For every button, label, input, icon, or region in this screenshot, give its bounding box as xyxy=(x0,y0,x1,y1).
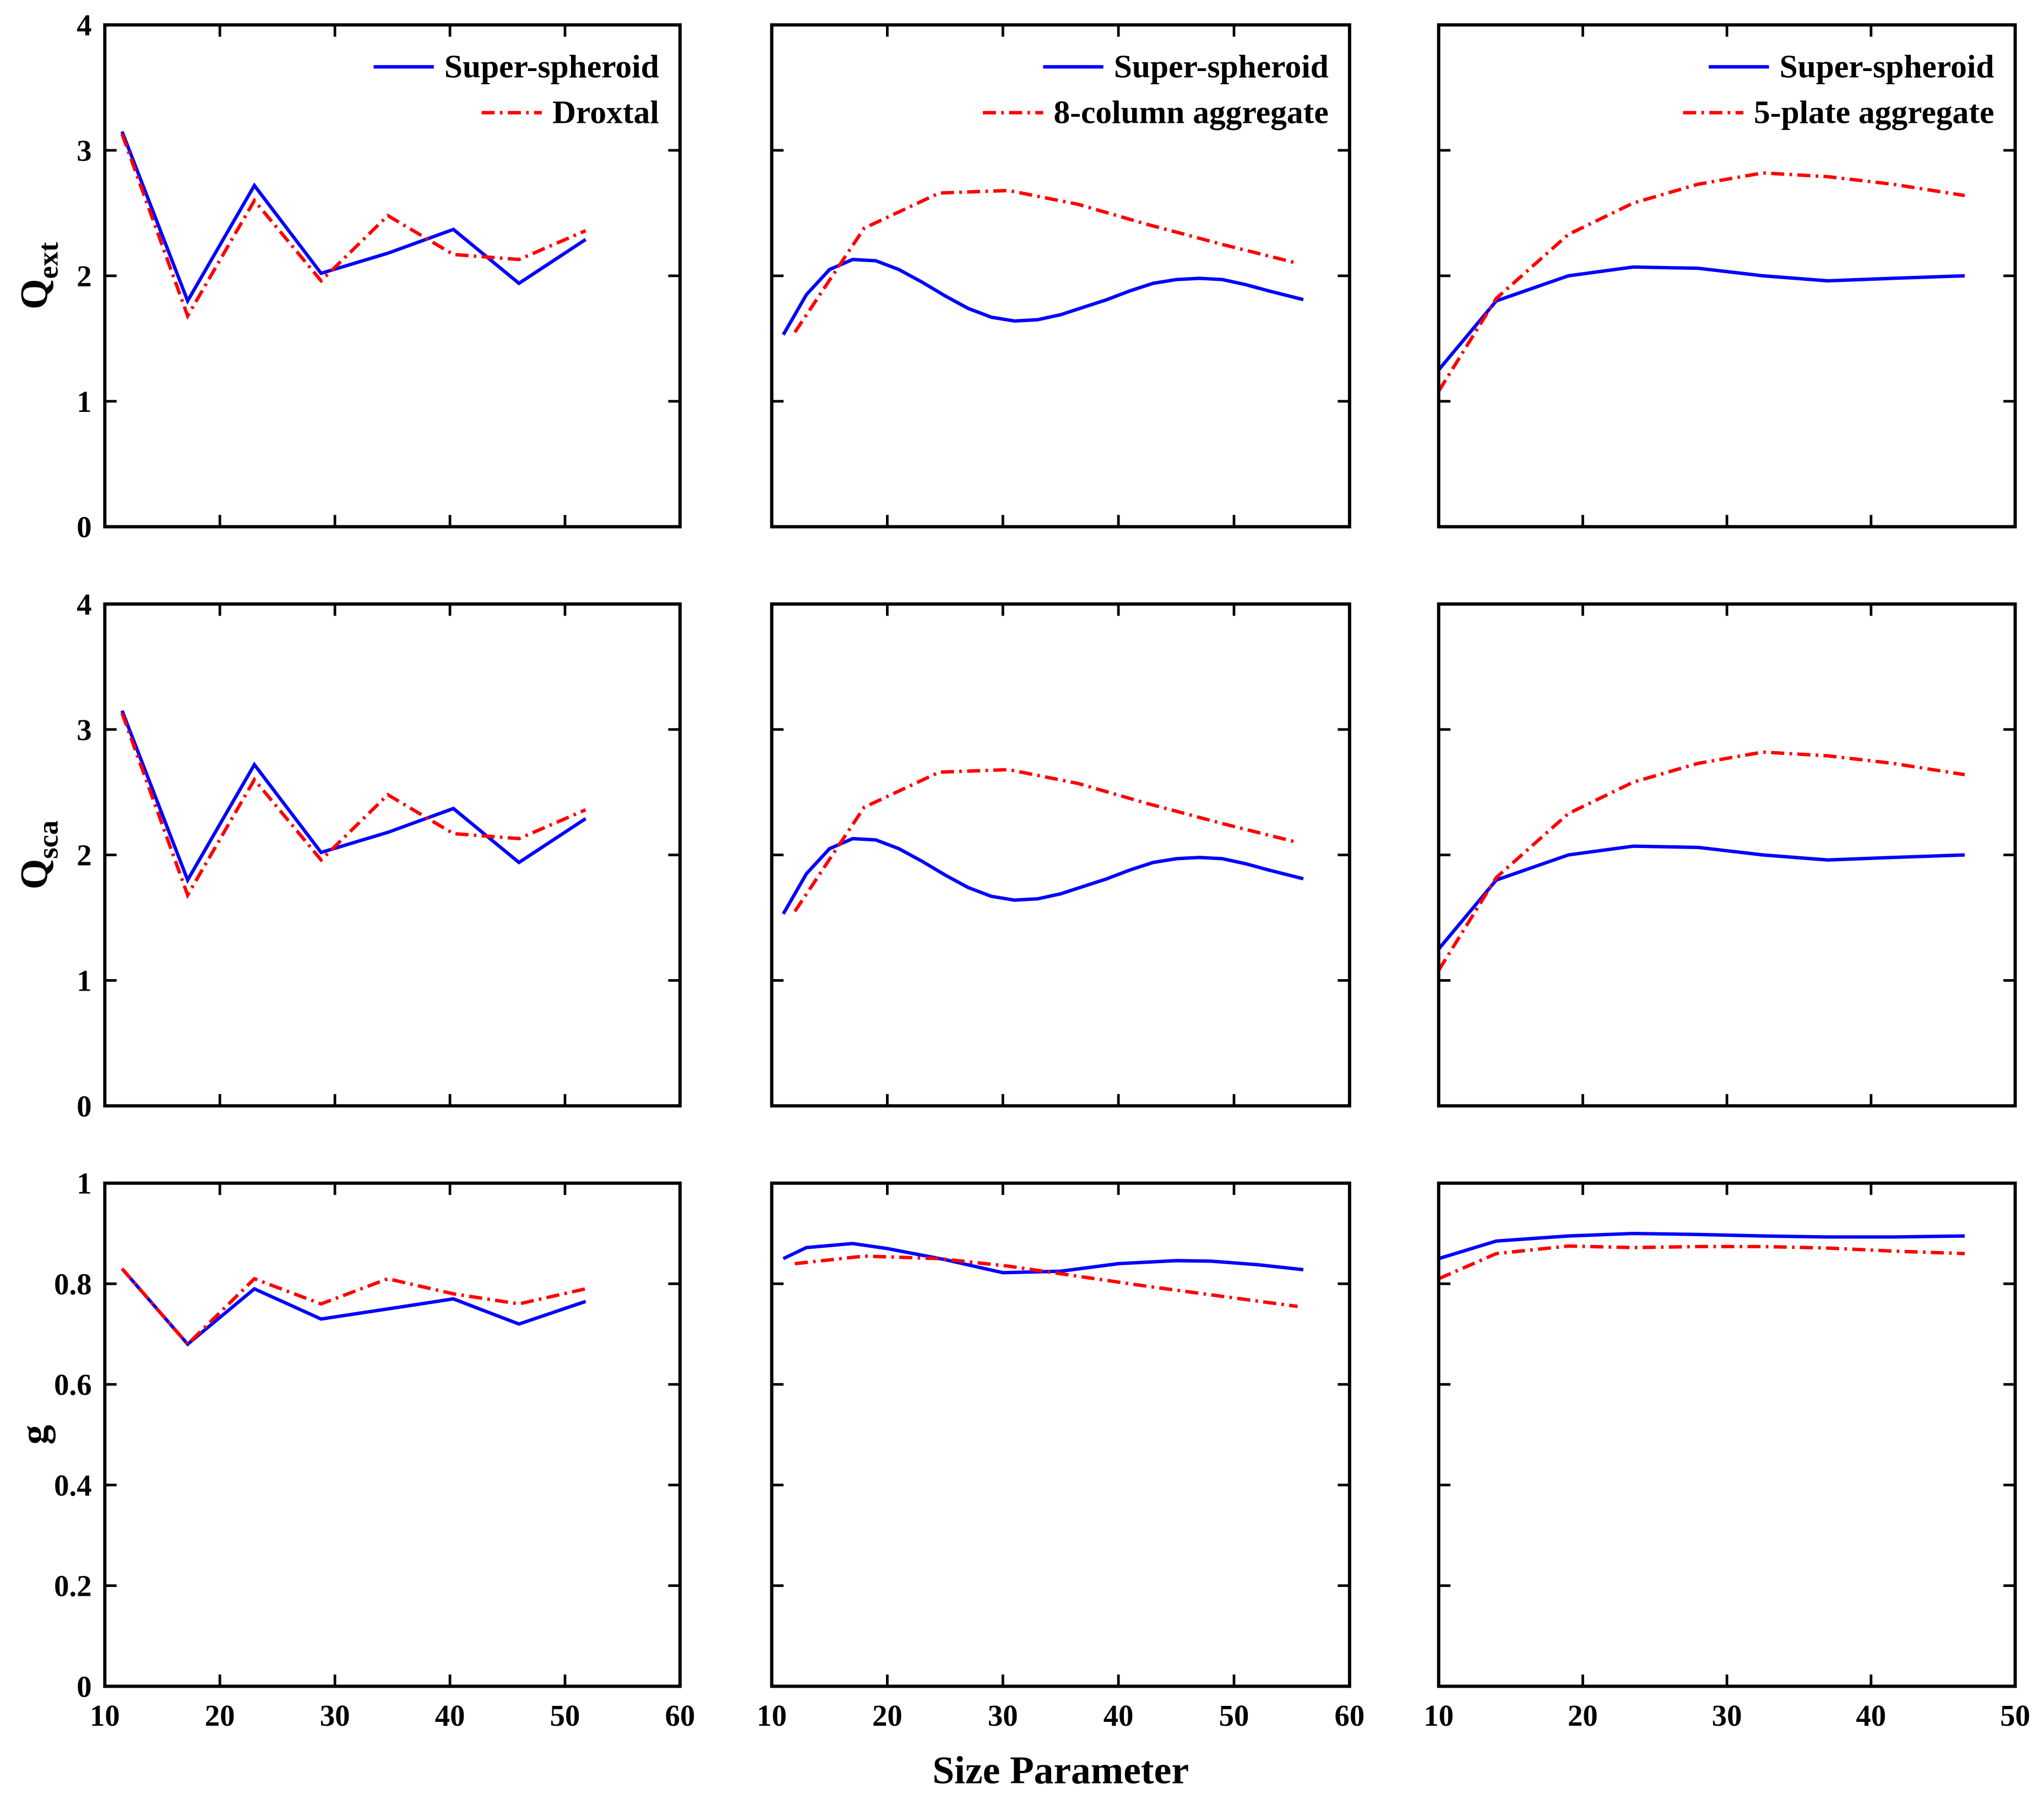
x-tick-label: 50 xyxy=(550,1699,580,1732)
series-line xyxy=(1437,844,1965,950)
x-tick-label: 10 xyxy=(90,1699,120,1732)
panel: 0 1 2 3 4 Super-spheroid Droxtal Qext xyxy=(13,8,682,544)
y-tick-label: 1 xyxy=(77,964,91,997)
x-axis-label: Size Parameter xyxy=(932,1748,1189,1792)
axes-frame xyxy=(770,23,1351,529)
axes-frame xyxy=(1437,602,2017,1108)
y-axis-label: g xyxy=(13,1425,56,1445)
y-tick-label: 0 xyxy=(77,1089,91,1123)
series-line xyxy=(120,710,587,884)
series-line xyxy=(1438,1244,1965,1281)
y-tick-label: 0.4 xyxy=(54,1469,91,1502)
y-tick-label: 0 xyxy=(77,510,91,544)
x-tick-label: 50 xyxy=(1219,1699,1249,1732)
series-line xyxy=(782,1242,1304,1275)
series-line xyxy=(1437,171,1965,393)
series-line xyxy=(781,836,1304,915)
axes-frame xyxy=(1437,23,2017,529)
y-tick-label: 2 xyxy=(77,839,91,872)
x-tick-label: 30 xyxy=(988,1699,1018,1732)
y-axis-label-sub: sca xyxy=(32,820,64,859)
panel: Super-spheroid 8-column aggregate xyxy=(770,23,1351,529)
y-tick-label: 0.6 xyxy=(54,1368,91,1401)
legend-label: 5-plate aggregate xyxy=(1754,94,1994,131)
x-tick-label: 60 xyxy=(665,1699,695,1732)
panel: 0 0.2 0.4 0.6 0.8 1 10 20 30 40 50 60 g xyxy=(13,1167,695,1732)
x-tick-label: 40 xyxy=(435,1699,465,1732)
y-axis-label-main: Q xyxy=(13,279,56,310)
y-tick-label: 1 xyxy=(77,1167,91,1200)
y-tick-label: 1 xyxy=(77,385,91,418)
x-tick-label: 20 xyxy=(1568,1699,1598,1732)
y-axis-label: Qsca xyxy=(13,820,64,889)
y-axis-label-main: Q xyxy=(13,859,56,890)
x-tick-label: 20 xyxy=(205,1699,235,1732)
x-tick-label: 60 xyxy=(1335,1699,1365,1732)
panel: Super-spheroid 5-plate aggregate xyxy=(1437,23,2017,529)
series-line xyxy=(1437,750,1965,971)
y-tick-label: 0 xyxy=(77,1670,91,1703)
legend-label: Super-spheroid xyxy=(444,48,659,84)
panel: 10 20 30 40 50 xyxy=(1423,1181,2030,1732)
axes-frame xyxy=(770,602,1351,1108)
series-line xyxy=(793,768,1298,912)
y-axis-label: Qext xyxy=(13,242,64,309)
x-tick-label: 10 xyxy=(757,1699,787,1732)
x-tick-label: 20 xyxy=(872,1699,903,1732)
y-axis-label-sub: ext xyxy=(32,242,64,279)
series-line xyxy=(1438,1231,1965,1260)
x-tick-label: 10 xyxy=(1423,1699,1454,1732)
axes-frame xyxy=(1437,1181,2017,1688)
series-line xyxy=(120,713,586,899)
axes-frame xyxy=(103,1181,682,1688)
x-tick-label: 40 xyxy=(1103,1699,1134,1732)
legend-label: Droxtal xyxy=(552,94,659,131)
x-tick-label: 40 xyxy=(1856,1699,1887,1732)
x-tick-label: 30 xyxy=(320,1699,350,1732)
panel xyxy=(1437,602,2017,1108)
y-tick-label: 0.2 xyxy=(54,1569,91,1603)
y-axis-label-main: g xyxy=(13,1425,56,1445)
axes-frame xyxy=(103,23,682,529)
x-tick-label: 30 xyxy=(1712,1699,1742,1732)
y-tick-label: 0.8 xyxy=(54,1267,91,1301)
series-line xyxy=(793,188,1298,334)
legend-label: Super-spheroid xyxy=(1780,48,1994,84)
panel: 0 1 2 3 4 Qsca xyxy=(13,588,682,1123)
legend-label: Super-spheroid xyxy=(1114,48,1329,84)
panel xyxy=(770,602,1351,1108)
y-tick-label: 4 xyxy=(77,8,91,42)
series-line xyxy=(1437,265,1965,371)
series-line xyxy=(120,133,586,320)
axes-frame xyxy=(103,602,682,1108)
series-line xyxy=(121,1267,586,1347)
legend-label: 8-column aggregate xyxy=(1053,94,1328,131)
series-line xyxy=(781,258,1304,336)
series-line xyxy=(120,131,587,305)
series-line xyxy=(121,1267,586,1347)
y-tick-label: 4 xyxy=(77,588,91,621)
panel: 10 20 30 40 50 60 Size Parameter xyxy=(757,1181,1365,1792)
series-line xyxy=(795,1254,1298,1308)
y-tick-label: 3 xyxy=(77,134,91,167)
x-tick-label: 50 xyxy=(2000,1699,2030,1732)
y-tick-label: 2 xyxy=(77,259,91,293)
axes-frame xyxy=(770,1181,1351,1688)
y-tick-label: 3 xyxy=(77,713,91,747)
